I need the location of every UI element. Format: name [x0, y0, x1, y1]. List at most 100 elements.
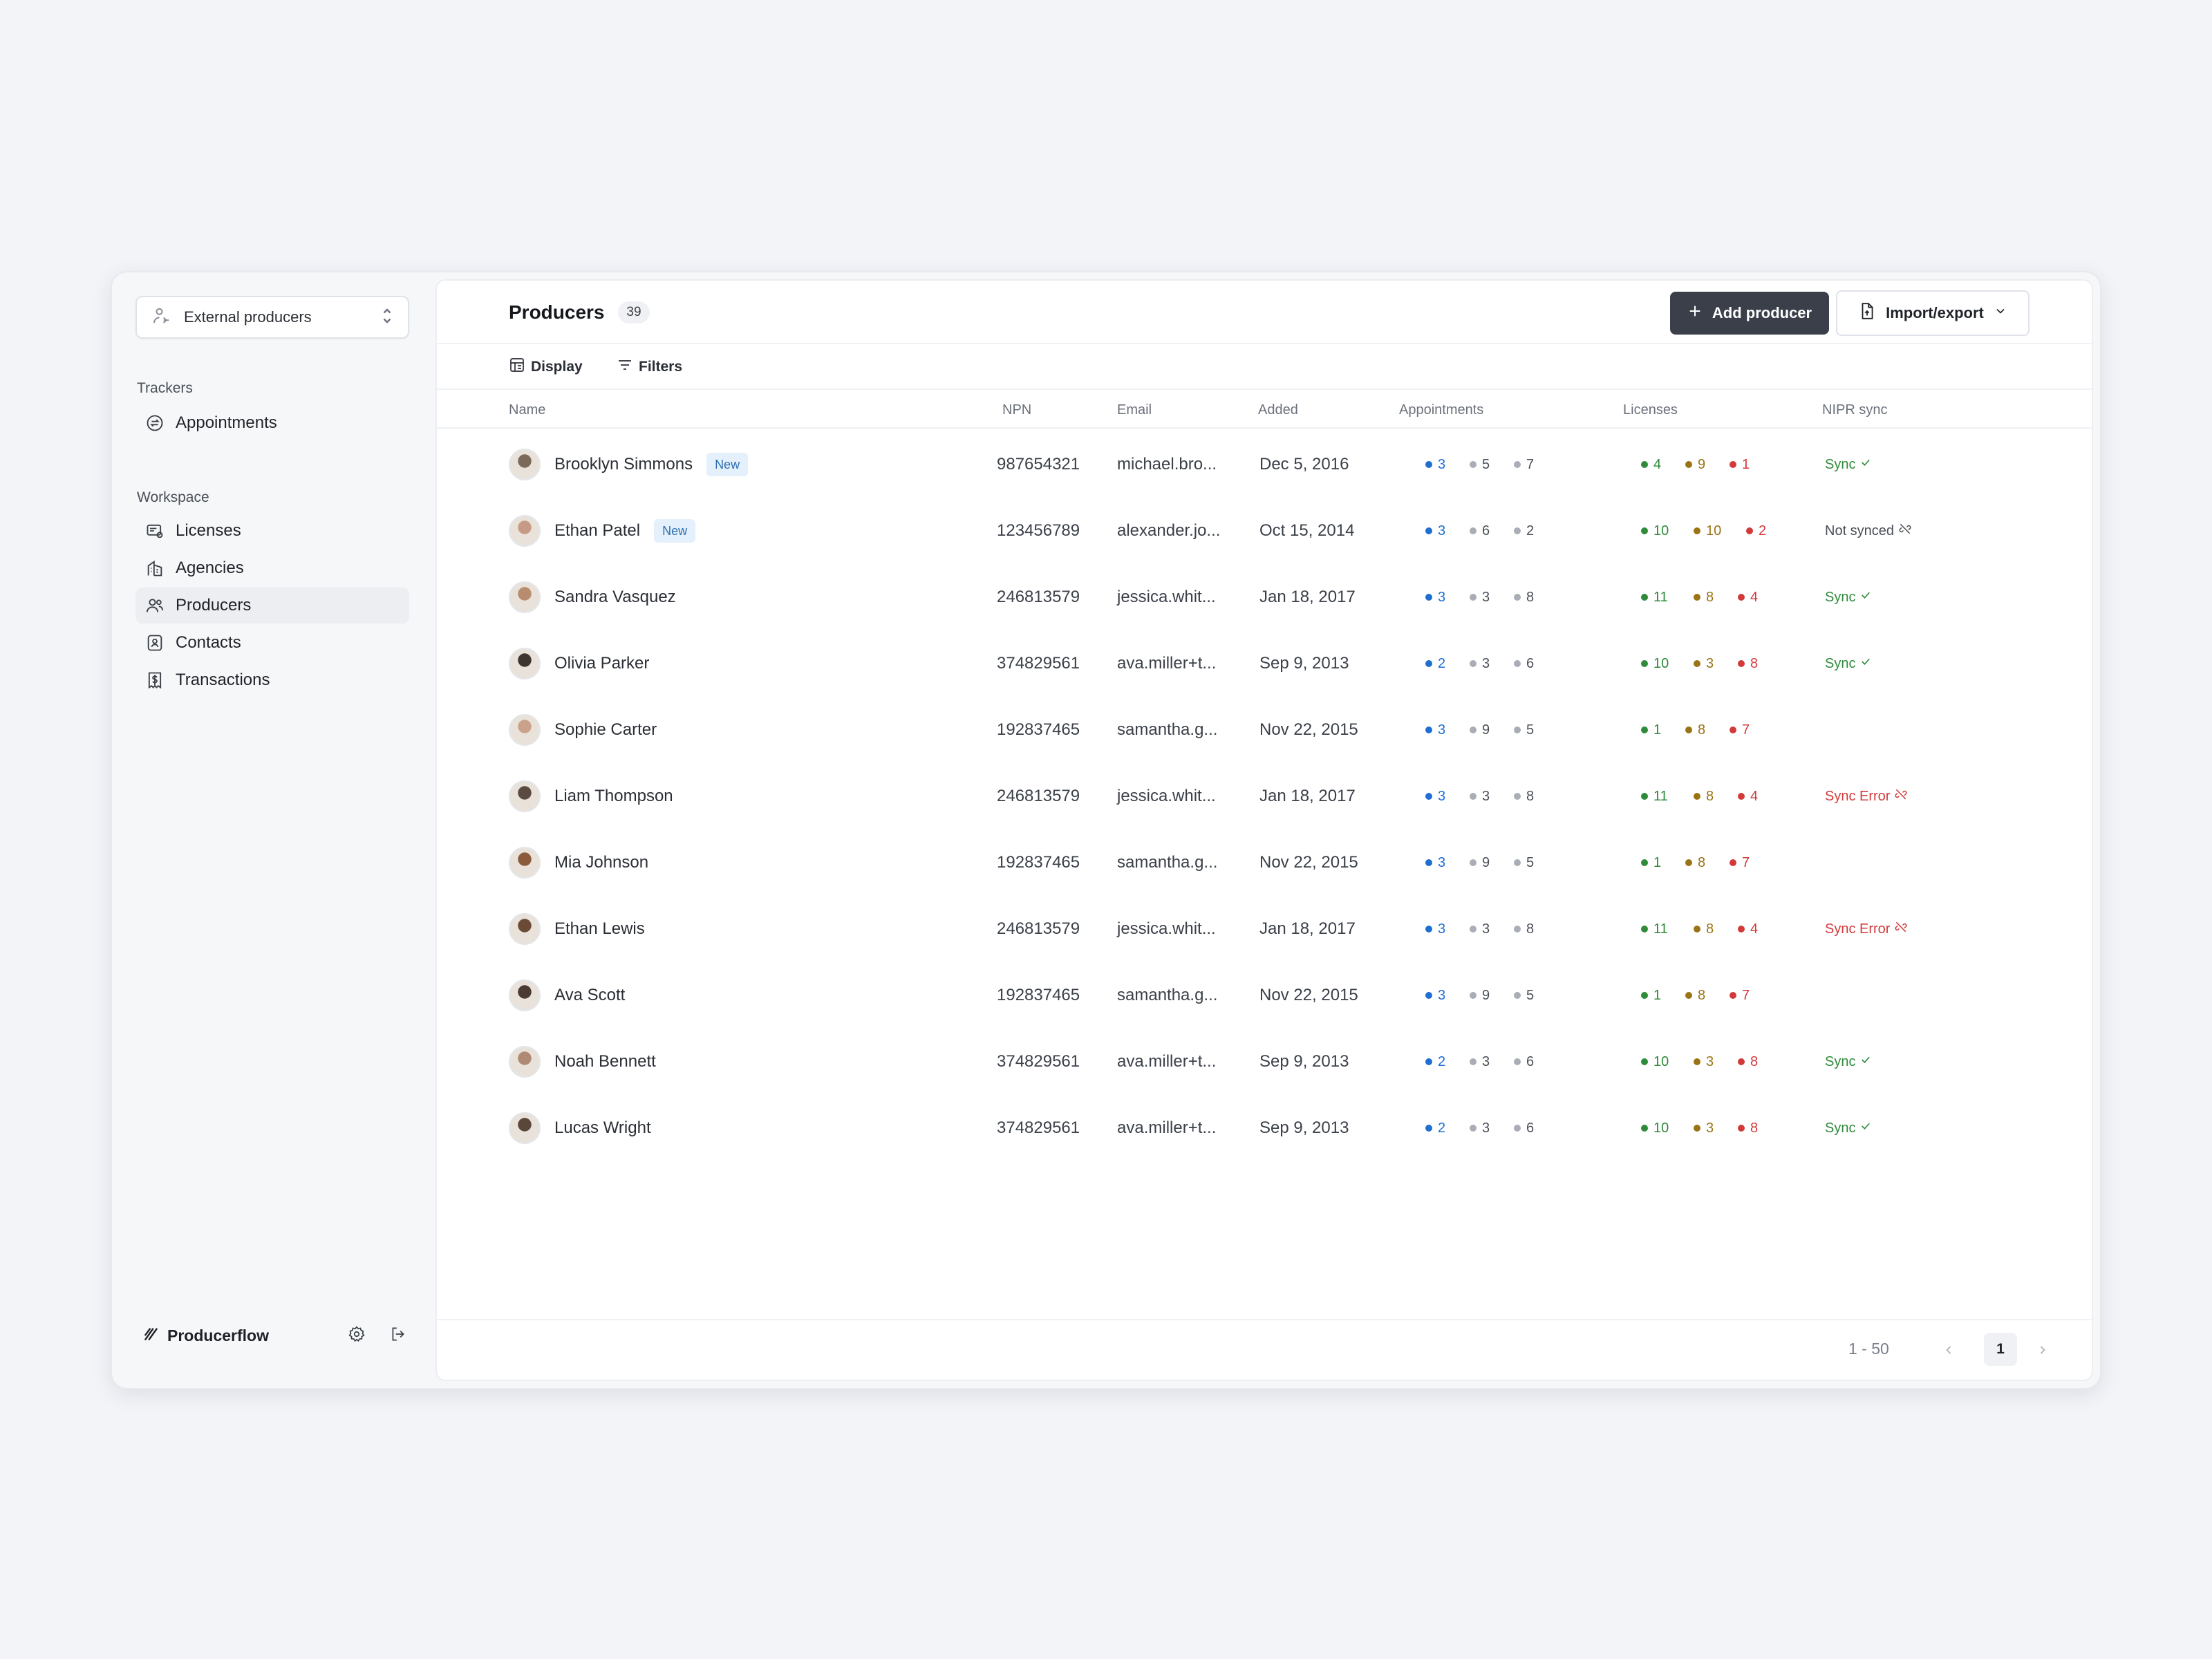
added-cell: Jan 18, 2017: [1259, 787, 1356, 805]
table-row[interactable]: Ethan Patel New 123456789 alexander.jo... Oc…: [437, 498, 2092, 564]
sidebar-item-producers[interactable]: Producers: [135, 588, 409, 624]
license-count-value: 8: [1706, 921, 1714, 937]
column-header-licenses[interactable]: Licenses: [1623, 402, 1678, 418]
license-count: 4: [1738, 789, 1782, 805]
license-count: 10: [1694, 523, 1746, 539]
add-producer-button[interactable]: Add producer: [1670, 292, 1829, 335]
license-count-value: 1: [1653, 987, 1662, 1003]
license-count: 4: [1738, 921, 1782, 937]
table-row[interactable]: Mia Johnson 192837465 samantha.g... Nov 22,…: [437, 830, 2092, 896]
name-cell: Mia Johnson: [509, 830, 648, 896]
license-count-value: 8: [1698, 854, 1706, 870]
status-dot-icon: [1470, 859, 1477, 866]
column-header-nipr-sync[interactable]: NIPR sync: [1822, 402, 1888, 418]
sidebar-item-contacts[interactable]: Contacts: [135, 625, 409, 661]
license-count-value: 2: [1759, 523, 1767, 538]
license-count-value: 8: [1698, 987, 1706, 1003]
avatar: [509, 449, 541, 480]
license-count: 9: [1685, 457, 1730, 473]
avatar: [509, 980, 541, 1011]
appointments-cell: 3 3 8: [1425, 896, 1558, 962]
status-dot-icon: [1746, 527, 1753, 534]
appointments-cell: 3 6 2: [1425, 498, 1558, 564]
status-dot-icon: [1694, 793, 1700, 800]
previous-page-button[interactable]: [1938, 1341, 1959, 1362]
table-row[interactable]: Lucas Wright 374829561 ava.miller+t... Sep …: [437, 1095, 2092, 1161]
appointment-count-value: 8: [1526, 589, 1535, 605]
status-dot-icon: [1425, 527, 1432, 534]
unlink-icon: [1894, 920, 1908, 938]
column-header-email[interactable]: Email: [1117, 402, 1152, 418]
license-count: 7: [1730, 855, 1774, 871]
producer-name[interactable]: Olivia Parker: [554, 654, 650, 673]
table-row[interactable]: Sophie Carter 192837465 samantha.g... Nov 2…: [437, 697, 2092, 763]
license-count-value: 10: [1653, 1120, 1669, 1136]
email-cell: jessica.whit...: [1117, 787, 1216, 805]
settings-button[interactable]: [343, 1322, 371, 1349]
producer-name[interactable]: Brooklyn Simmons: [554, 455, 693, 474]
added-cell: Oct 15, 2014: [1259, 521, 1355, 540]
license-count-value: 4: [1750, 921, 1759, 937]
status-dot-icon: [1641, 527, 1648, 534]
workspace-section-title: Workspace: [137, 489, 209, 505]
status-dot-icon: [1514, 461, 1521, 468]
appointment-count-value: 3: [1482, 1120, 1490, 1136]
table-row[interactable]: Ava Scott 192837465 samantha.g... Nov 22, 2…: [437, 962, 2092, 1029]
import-export-button[interactable]: Import/export: [1836, 290, 2030, 336]
license-count-value: 3: [1706, 655, 1714, 671]
display-label: Display: [531, 359, 583, 375]
license-count-value: 10: [1653, 523, 1669, 538]
producer-name[interactable]: Ethan Patel: [554, 521, 641, 540]
producer-name[interactable]: Sophie Carter: [554, 720, 657, 739]
status-dot-icon: [1425, 727, 1432, 733]
sync-label: Sync Error: [1825, 921, 1891, 937]
users-icon: [145, 596, 165, 615]
column-header-appointments[interactable]: Appointments: [1399, 402, 1484, 418]
workspace-selector[interactable]: External producers: [135, 296, 409, 339]
email-cell: samantha.g...: [1117, 853, 1218, 872]
column-header-added[interactable]: Added: [1258, 402, 1298, 418]
table-row[interactable]: Sandra Vasquez 246813579 jessica.whit... Ja…: [437, 564, 2092, 630]
next-page-button[interactable]: [2032, 1341, 2053, 1362]
appointments-cell: 3 9 5: [1425, 830, 1558, 896]
nipr-sync-status: Sync: [1825, 564, 1872, 630]
sidebar-item-agencies[interactable]: Agencies: [135, 550, 409, 586]
producer-name[interactable]: Noah Bennett: [554, 1052, 656, 1071]
appointments-cell: 2 3 6: [1425, 1029, 1558, 1095]
avatar: [509, 515, 541, 547]
producer-name[interactable]: Ethan Lewis: [554, 919, 645, 938]
producer-name[interactable]: Liam Thompson: [554, 787, 673, 805]
table-row[interactable]: Liam Thompson 246813579 jessica.whit... Jan…: [437, 763, 2092, 830]
sidebar-item-licenses[interactable]: Licenses: [135, 513, 409, 549]
new-badge: New: [654, 519, 696, 543]
sidebar-item-transactions[interactable]: Transactions: [135, 662, 409, 698]
table-row[interactable]: Ethan Lewis 246813579 jessica.whit... Jan 1…: [437, 896, 2092, 962]
appointment-count: 2: [1425, 1054, 1470, 1070]
table-row[interactable]: Olivia Parker 374829561 ava.miller+t... Sep…: [437, 630, 2092, 697]
producer-name[interactable]: Sandra Vasquez: [554, 588, 676, 606]
display-button[interactable]: Display: [509, 357, 583, 377]
appointment-count-value: 2: [1526, 523, 1535, 538]
table-row[interactable]: Noah Bennett 374829561 ava.miller+t... Sep …: [437, 1029, 2092, 1095]
licenses-cell: 1 8 7: [1641, 697, 1774, 763]
page-number-button[interactable]: 1: [1984, 1333, 2017, 1366]
producer-name[interactable]: Ava Scott: [554, 986, 626, 1004]
npn-cell: 192837465: [997, 853, 1080, 872]
sidebar-item-appointments[interactable]: Appointments: [135, 405, 409, 441]
table-row[interactable]: Brooklyn Simmons New 987654321 michael.bro.…: [437, 431, 2092, 498]
column-header-npn[interactable]: NPN: [1002, 402, 1032, 418]
status-dot-icon: [1470, 660, 1477, 667]
email-cell: samantha.g...: [1117, 986, 1218, 1004]
status-dot-icon: [1470, 1058, 1477, 1065]
status-dot-icon: [1425, 594, 1432, 601]
license-count-value: 8: [1750, 1053, 1759, 1069]
npn-cell: 374829561: [997, 1118, 1080, 1137]
column-header-name[interactable]: Name: [509, 402, 546, 418]
logout-button[interactable]: [384, 1322, 412, 1349]
check-icon: [1859, 1053, 1872, 1070]
license-icon: [145, 521, 165, 541]
producer-name[interactable]: Lucas Wright: [554, 1118, 651, 1137]
appointment-count: 2: [1425, 656, 1470, 672]
filters-button[interactable]: Filters: [617, 357, 682, 377]
producer-name[interactable]: Mia Johnson: [554, 853, 649, 872]
